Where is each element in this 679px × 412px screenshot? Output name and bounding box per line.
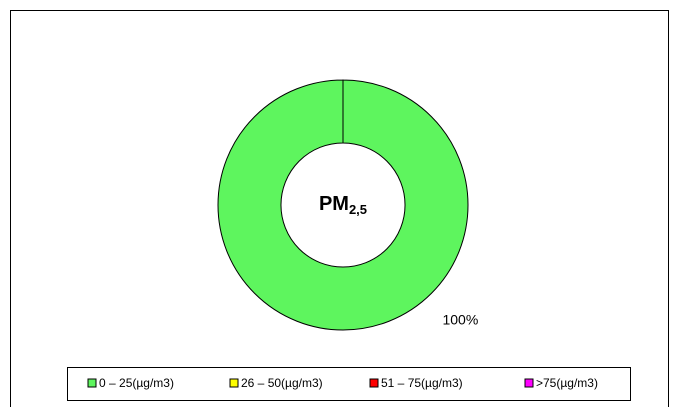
- legend-label: 26 – 50(µg/m3): [241, 376, 323, 390]
- center-label: PM2,5: [319, 193, 367, 217]
- legend-box: [67, 367, 631, 401]
- legend-swatch: [87, 378, 97, 388]
- legend-swatch: [524, 378, 534, 388]
- legend-label: >75(µg/m3): [536, 376, 598, 390]
- legend-swatch: [229, 378, 239, 388]
- legend-label: 0 – 25(µg/m3): [99, 376, 174, 390]
- center-subscript: 2,5: [349, 202, 367, 217]
- donut-slice: [217, 79, 469, 331]
- data-label: 100%: [442, 312, 478, 328]
- legend-label: 51 – 75(µg/m3): [381, 376, 463, 390]
- legend-swatch: [369, 378, 379, 388]
- chart-frame: [10, 10, 669, 411]
- center-text: PM: [319, 193, 349, 215]
